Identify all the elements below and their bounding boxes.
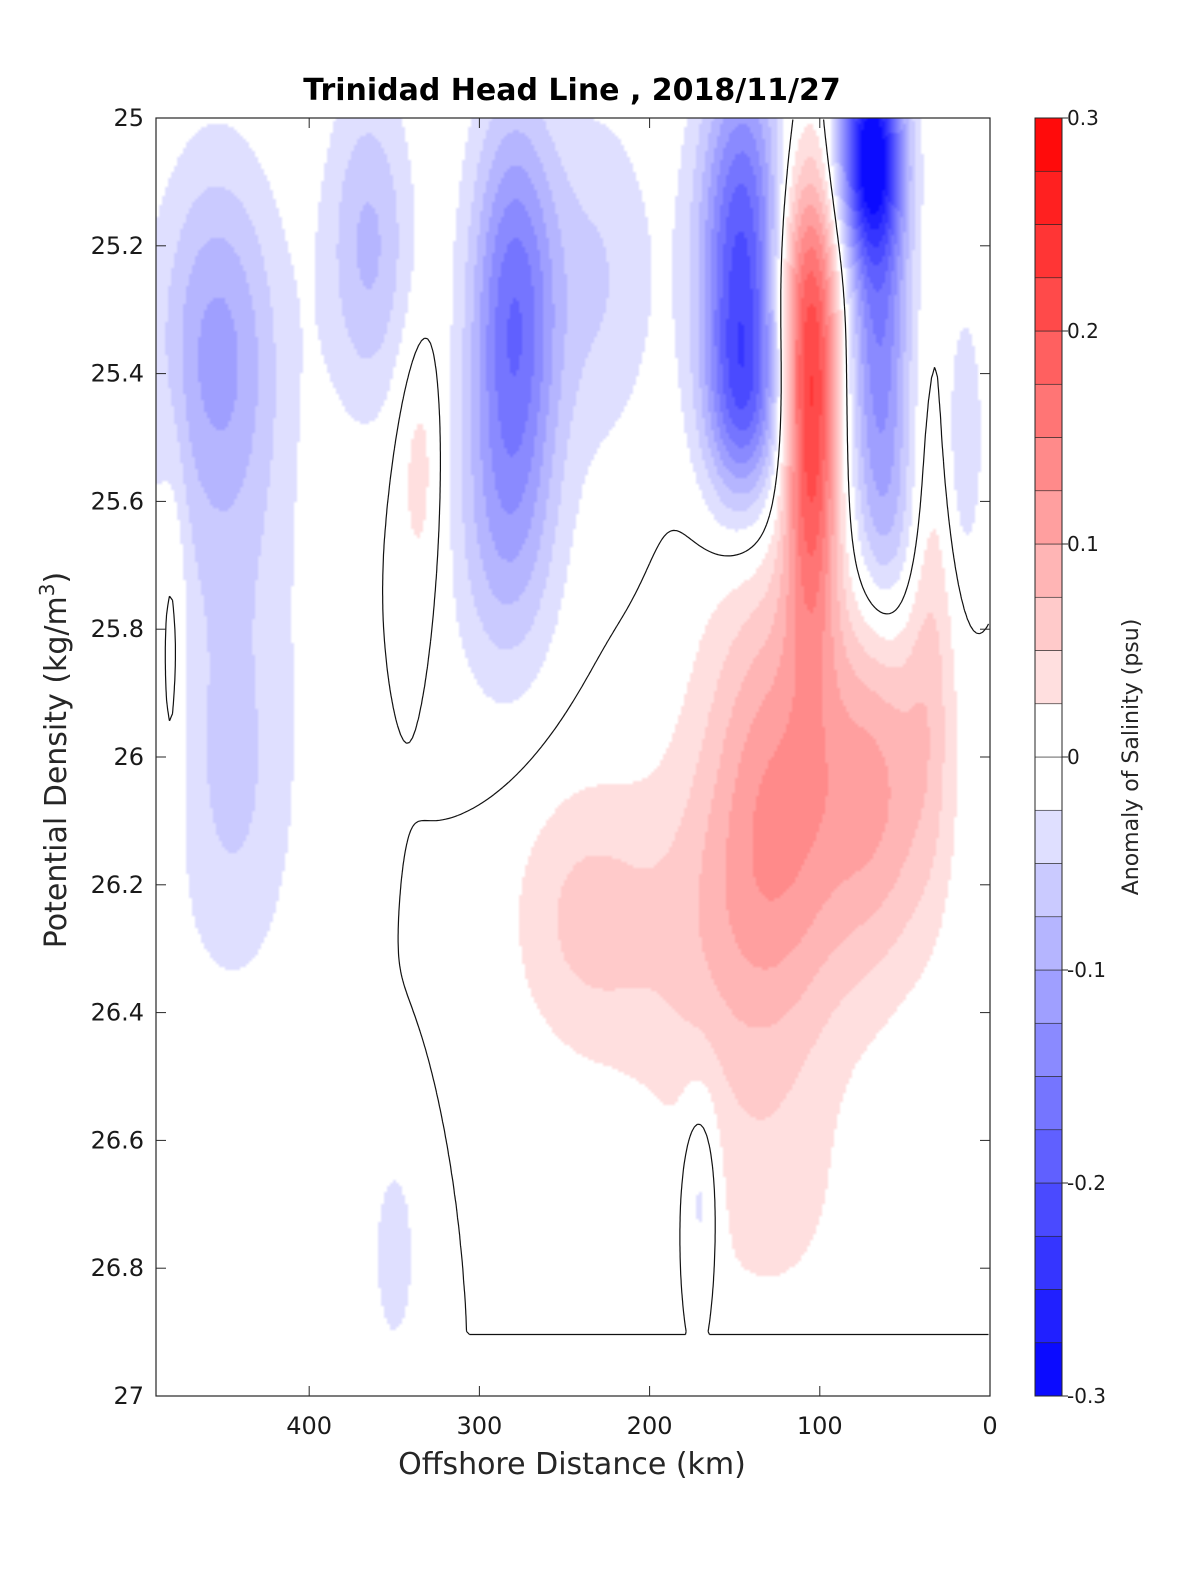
colorbar-band [1034,1076,1063,1131]
colorbar-tick-label: -0.1 [1067,958,1106,982]
chart-title: Trinidad Head Line , 2018/11/27 [303,73,840,108]
colorbar-band [1034,437,1063,492]
y-tick-label: 26.8 [91,1254,144,1282]
y-tick-label: 25.2 [91,232,144,260]
colorbar-band [1034,596,1063,651]
colorbar-tick-label: 0.2 [1067,319,1099,343]
y-axis: 25 25.2 25.4 25.6 25.8 26 26.2 26.4 26.6 26.8 27 [91,104,990,1410]
x-axis: 400 300 200 100 0 [286,118,998,1440]
plot-area: 25 25.2 25.4 25.6 25.8 26 26.2 26.4 26.6 26.8 27 4… [91,104,998,1440]
colorbar-band [1034,916,1063,971]
colorbar-tick-label: 0.1 [1067,532,1099,556]
y-tick-label: 25.6 [91,487,144,515]
colorbar-band [1034,969,1063,1024]
y-tick-label: 25 [113,104,144,132]
colorbar-tick-label: 0 [1067,745,1080,769]
x-tick-label: 100 [797,1412,843,1440]
x-tick-label: 200 [627,1412,673,1440]
x-axis-title: Offshore Distance (km) [398,1447,746,1482]
y-tick-label: 26 [113,743,144,771]
colorbar-band [1034,170,1063,225]
colorbar-band [1034,1182,1063,1237]
colorbar-tick-label: -0.2 [1067,1171,1106,1195]
y-tick-label: 25.8 [91,615,144,643]
colorbar-band [1034,809,1063,864]
y-axis-title: Potential Density (kg/m3) [35,572,74,948]
x-tick-label: 400 [286,1412,332,1440]
colorbar-band [1034,117,1063,172]
colorbar-band [1034,490,1063,545]
zero-contour-line [164,119,990,1336]
colorbar-tick-label: 0.3 [1067,106,1099,130]
colorbar-ticks: 0.3 0.2 0.1 0 -0.1 -0.2 -0.3 [1062,106,1106,1408]
colorbar-band [1034,1022,1063,1077]
y-axis-title-end: ) [39,572,74,584]
colorbar-band [1034,863,1063,918]
contour-lines [164,119,990,1336]
colorbar-band [1034,1235,1063,1290]
y-tick-label: 25.4 [91,360,144,388]
colorbar: 0.3 0.2 0.1 0 -0.1 -0.2 -0.3 Anomaly of Salini… [1034,106,1144,1408]
colorbar-band [1034,650,1063,705]
colorbar-band [1034,543,1063,598]
y-axis-title-superscript: 3 [35,583,59,596]
y-tick-label: 26.4 [91,999,144,1027]
colorbar-tick-label: -0.3 [1067,1384,1106,1408]
colorbar-title: Anomaly of Salinity (psu) [1119,619,1144,896]
colorbar-band [1034,1342,1063,1397]
y-tick-label: 26.2 [91,871,144,899]
colorbar-band [1034,756,1063,811]
colorbar-band [1034,383,1063,438]
x-tick-label: 300 [456,1412,502,1440]
colorbar-bands [1034,117,1063,1397]
colorbar-band [1034,1289,1063,1344]
colorbar-band [1034,703,1063,758]
colorbar-band [1034,1129,1063,1184]
colorbar-band [1034,330,1063,385]
y-tick-label: 27 [113,1382,144,1410]
colorbar-band [1034,277,1063,332]
y-axis-title-main: Potential Density (kg/m [39,596,74,948]
salinity-anomaly-heatmap [156,118,990,1396]
x-tick-label: 0 [982,1412,997,1440]
y-tick-label: 26.6 [91,1126,144,1154]
colorbar-band [1034,224,1063,279]
